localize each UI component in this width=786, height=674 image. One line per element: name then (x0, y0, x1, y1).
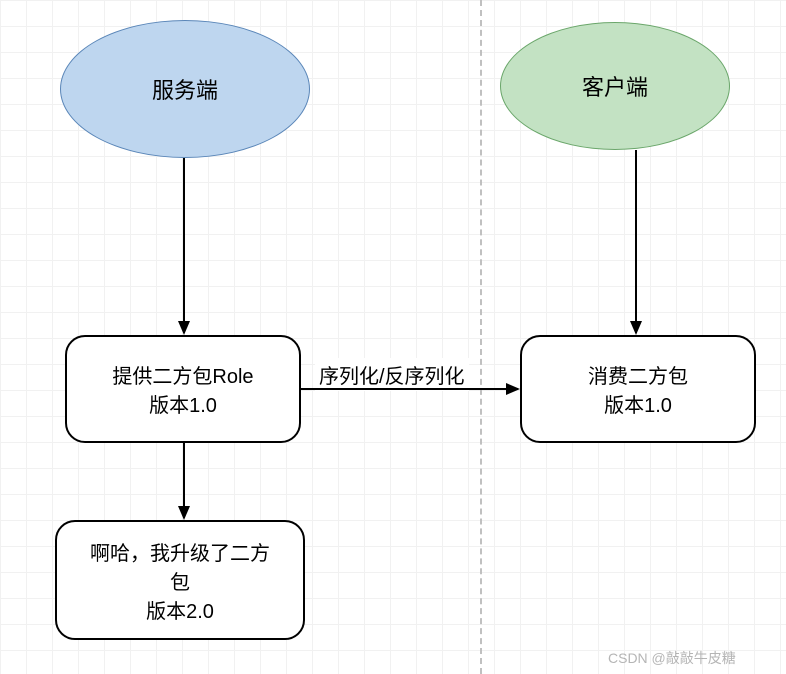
node-server: 服务端 (60, 20, 310, 158)
node-provider-label: 提供二方包Role 版本1.0 (112, 360, 253, 418)
node-client-label: 客户端 (582, 70, 648, 102)
node-provider: 提供二方包Role 版本1.0 (65, 335, 301, 443)
node-upgrade: 啊哈，我升级了二方 包 版本2.0 (55, 520, 305, 640)
watermark-text: CSDN @敲敲牛皮糖 (608, 650, 736, 666)
watermark: CSDN @敲敲牛皮糖 (608, 648, 736, 668)
edge-label-serialize-text: 序列化/反序列化 (319, 366, 465, 388)
node-consumer: 消费二方包 版本1.0 (520, 335, 756, 443)
vertical-divider (480, 0, 482, 674)
node-client: 客户端 (500, 22, 730, 150)
node-consumer-label: 消费二方包 版本1.0 (588, 360, 688, 418)
node-server-label: 服务端 (152, 73, 218, 105)
edge-label-serialize: 序列化/反序列化 (315, 358, 469, 391)
node-upgrade-label: 啊哈，我升级了二方 包 版本2.0 (90, 537, 270, 624)
